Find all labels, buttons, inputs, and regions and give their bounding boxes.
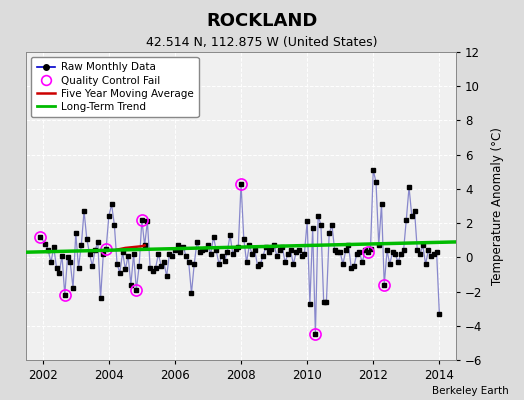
- Legend: Raw Monthly Data, Quality Control Fail, Five Year Moving Average, Long-Term Tren: Raw Monthly Data, Quality Control Fail, …: [31, 57, 199, 117]
- Y-axis label: Temperature Anomaly (°C): Temperature Anomaly (°C): [490, 127, 504, 285]
- Text: ROCKLAND: ROCKLAND: [206, 12, 318, 30]
- Text: 42.514 N, 112.875 W (United States): 42.514 N, 112.875 W (United States): [146, 36, 378, 49]
- Text: Berkeley Earth: Berkeley Earth: [432, 386, 508, 396]
